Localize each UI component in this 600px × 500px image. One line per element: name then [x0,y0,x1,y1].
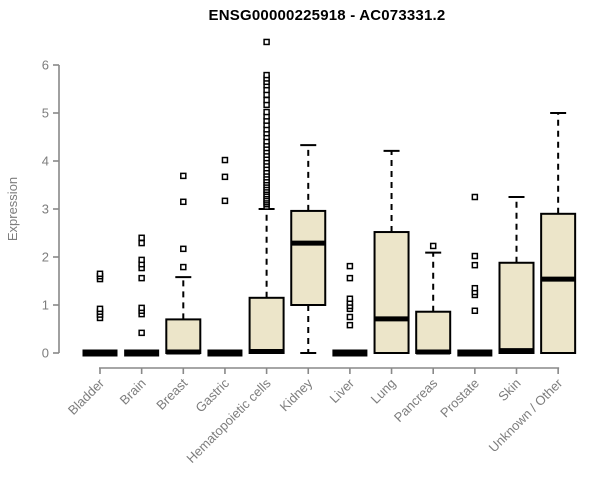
boxplot-liver [332,262,368,357]
boxplot-brain [124,234,160,357]
outlier-point [138,329,145,337]
outlier-point [346,274,354,282]
outlier-point [471,284,479,292]
y-tick-label: 4 [42,154,49,169]
boxplot-unknown-other [540,112,577,354]
outlier-point [96,270,104,278]
boxplot-pancreas [415,242,452,355]
x-category-label: Skin [495,376,523,404]
outlier-point [221,156,229,164]
boxplot-lung [373,149,410,354]
outlier-point [180,263,187,271]
x-category-label: Liver [326,375,357,406]
x-category-label: Pancreas [391,375,441,425]
outlier-point [180,172,187,180]
outlier-point [138,304,145,312]
outlier-point [138,256,145,264]
chart-title: ENSG00000225918 - AC073331.2 [208,7,446,24]
x-category-label: Prostate [437,376,482,421]
boxplot-prostate [457,193,493,357]
y-tick-label: 2 [42,250,49,265]
outlier-point [180,198,187,206]
x-category-label: Unknown / Other [486,375,566,455]
x-category-label: Kidney [277,375,316,414]
y-tick-label: 1 [42,298,49,313]
outlier-point [221,173,229,181]
boxplot-gastric [207,156,243,357]
boxplot-kidney [290,144,327,354]
outlier-point [263,108,270,116]
boxplot-skin [498,196,535,355]
outlier-point [263,96,270,104]
boxplot-bladder [82,270,118,357]
outlier-point [346,295,354,303]
x-category-label: Lung [368,376,399,407]
outlier-point [346,262,354,270]
outlier-point [96,305,104,313]
x-category-label: Brain [117,376,149,408]
outlier-point [471,261,479,269]
y-axis-label: Expression [5,177,20,241]
boxplot-hematopoietic-cells [248,38,285,355]
x-category-label: Bladder [65,375,108,418]
boxplot-breast [165,172,202,355]
outlier-point [221,197,229,205]
y-tick-label: 3 [42,202,49,217]
outlier-point [471,307,479,315]
outlier-point [138,234,145,242]
x-category-label: Breast [153,375,190,412]
x-category-label: Gastric [192,375,232,415]
outlier-point [471,193,479,201]
outlier-point [138,239,145,247]
outlier-point [346,321,354,329]
outlier-point [263,38,270,46]
outlier-point [429,242,437,250]
y-tick-label: 0 [42,346,49,361]
y-tick-label: 6 [42,58,49,73]
y-tick-label: 5 [42,106,49,121]
outlier-point [471,252,479,260]
outlier-point [180,245,187,253]
outlier-point [346,313,354,321]
outlier-point [138,274,145,282]
outlier-point [263,71,270,79]
